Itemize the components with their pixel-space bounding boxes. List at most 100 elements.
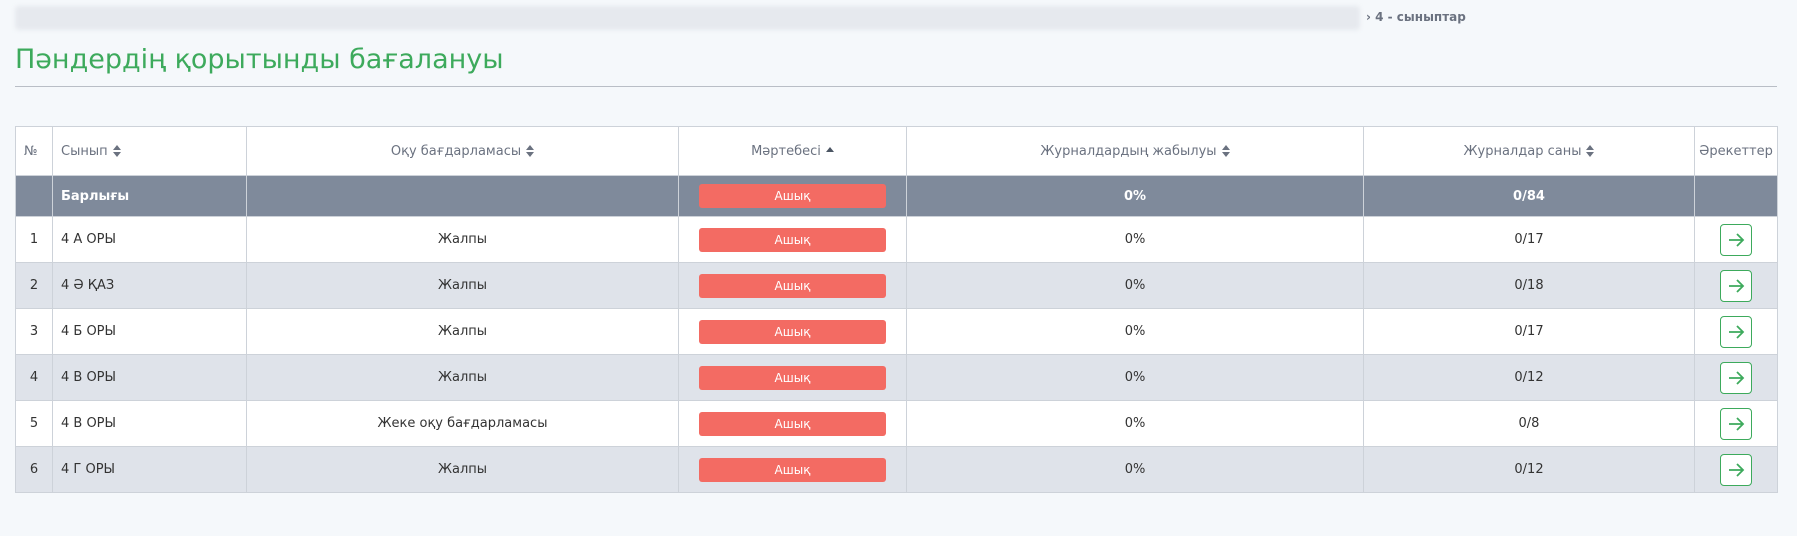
arrow-icon — [1729, 324, 1745, 339]
cell: Жалпы — [246, 446, 679, 493]
cell: 0/18 — [1363, 262, 1695, 309]
cell: 6 — [15, 446, 53, 493]
status-badge: Ашық — [699, 227, 886, 252]
breadcrumb-current[interactable]: › 4 - сыныптар — [1366, 10, 1466, 24]
cell: Ашық — [678, 354, 907, 401]
open-button[interactable] — [1720, 407, 1752, 440]
cell: 3 — [15, 308, 53, 355]
column-header: Әрекеттер — [1694, 126, 1778, 176]
data-row: 6 4 Г ОРЫ Жалпы Ашық 0% 0/12 — [15, 446, 1778, 493]
breadcrumb-label: 4 - сыныптар — [1375, 10, 1466, 24]
cell: 0% — [906, 354, 1364, 401]
divider — [15, 86, 1777, 87]
arrow-icon — [1729, 232, 1745, 247]
cell: Жалпы — [246, 216, 679, 263]
cell-text: 3 — [29, 324, 39, 339]
column-header[interactable]: Журналдардың жабылуы — [906, 126, 1364, 176]
cell-text: 4 В ОРЫ — [61, 370, 116, 385]
action-cell — [1694, 308, 1778, 355]
total-cell: Барлығы — [52, 175, 247, 217]
breadcrumb-blurred — [15, 6, 1360, 30]
data-row: 5 4 В ОРЫ Жеке оқу бағдарламасы Ашық 0% 0/8 — [15, 400, 1778, 447]
cell-text: 4 В ОРЫ — [61, 416, 116, 431]
cell-text: Жалпы — [437, 370, 488, 385]
cell-text: 2 — [29, 278, 39, 293]
open-button[interactable] — [1720, 361, 1752, 394]
cell: 4 — [15, 354, 53, 401]
status-badge: Ашық — [699, 184, 886, 208]
data-row: 4 4 В ОРЫ Жалпы Ашық 0% 0/12 — [15, 354, 1778, 401]
column-header[interactable]: Журналдар саны — [1363, 126, 1695, 176]
data-row: 3 4 Б ОРЫ Жалпы Ашық 0% 0/17 — [15, 308, 1778, 355]
cell: 0/12 — [1363, 354, 1695, 401]
cell: 4 В ОРЫ — [52, 400, 247, 447]
cell-text: 6 — [29, 462, 39, 477]
column-header[interactable]: Оқу бағдарламасы — [246, 126, 679, 176]
status-badge: Ашық — [699, 319, 886, 344]
open-button[interactable] — [1720, 453, 1752, 486]
open-button[interactable] — [1720, 223, 1752, 256]
cell: 4 Г ОРЫ — [52, 446, 247, 493]
total-row: Барлығы Ашық 0% 0/84 — [15, 175, 1778, 217]
cell-text: 0/18 — [1514, 278, 1544, 293]
header-label: Сынып — [61, 143, 108, 159]
cell: 0/17 — [1363, 308, 1695, 355]
results-table: № Сынып Оқу бағдарламасы Мәртебесі Журналдар… — [15, 126, 1778, 493]
status-badge: Ашық — [699, 411, 886, 436]
cell-text: 0% — [1124, 278, 1146, 293]
cell: Ашық — [678, 400, 907, 447]
cell-text: Жалпы — [437, 232, 488, 247]
action-cell — [1694, 446, 1778, 493]
total-cell: 0/84 — [1363, 175, 1695, 217]
cell-text: Жалпы — [437, 462, 488, 477]
cell-text: 4 А ОРЫ — [61, 232, 116, 247]
cell: 4 В ОРЫ — [52, 354, 247, 401]
arrow-icon — [1729, 462, 1745, 477]
cell-text: 4 — [29, 370, 39, 385]
action-cell — [1694, 354, 1778, 401]
cell-text: Жалпы — [437, 324, 488, 339]
sort-icon — [1586, 145, 1595, 157]
data-row: 2 4 Ә ҚАЗ Жалпы Ашық 0% 0/18 — [15, 262, 1778, 309]
open-button[interactable] — [1720, 315, 1752, 348]
cell-text: 0% — [1124, 370, 1146, 385]
cell-text: Жалпы — [437, 278, 488, 293]
cell-text: 0/8 — [1518, 416, 1540, 431]
cell: 5 — [15, 400, 53, 447]
cell-text: 5 — [29, 416, 39, 431]
cell-text: Жеке оқу бағдарламасы — [377, 416, 548, 431]
cell: Жалпы — [246, 262, 679, 309]
cell: 4 Б ОРЫ — [52, 308, 247, 355]
cell-text: 0% — [1124, 232, 1146, 247]
column-header[interactable]: Мәртебесі — [678, 126, 907, 176]
header-label: Журналдар саны — [1463, 143, 1582, 159]
cell-text: 0/17 — [1514, 232, 1544, 247]
cell: Ашық — [678, 446, 907, 493]
page-title: Пәндердің қорытынды бағалануы — [15, 44, 504, 75]
column-header[interactable]: Сынып — [52, 126, 247, 176]
cell: 0/17 — [1363, 216, 1695, 263]
arrow-icon — [1729, 278, 1745, 293]
cell-text: 0/12 — [1514, 462, 1544, 477]
open-button[interactable] — [1720, 269, 1752, 302]
arrow-icon — [1729, 370, 1745, 385]
cell-text: 4 Г ОРЫ — [61, 462, 116, 477]
column-header: № — [15, 126, 53, 176]
cell-text: 0% — [1124, 324, 1146, 339]
status-badge: Ашық — [699, 365, 886, 390]
status-badge: Ашық — [699, 273, 886, 298]
action-cell — [1694, 400, 1778, 447]
header-label: № — [24, 143, 38, 159]
total-cell: Ашық — [678, 175, 907, 217]
arrow-icon — [1729, 416, 1745, 431]
header-row: № Сынып Оқу бағдарламасы Мәртебесі Журналдар… — [15, 126, 1778, 176]
cell: Ашық — [678, 262, 907, 309]
cell-text: 4 Ә ҚАЗ — [61, 278, 115, 293]
cell: 1 — [15, 216, 53, 263]
data-row: 1 4 А ОРЫ Жалпы Ашық 0% 0/17 — [15, 216, 1778, 263]
cell: Ашық — [678, 308, 907, 355]
status-badge: Ашық — [699, 457, 886, 482]
cell: 0/8 — [1363, 400, 1695, 447]
cell: 2 — [15, 262, 53, 309]
